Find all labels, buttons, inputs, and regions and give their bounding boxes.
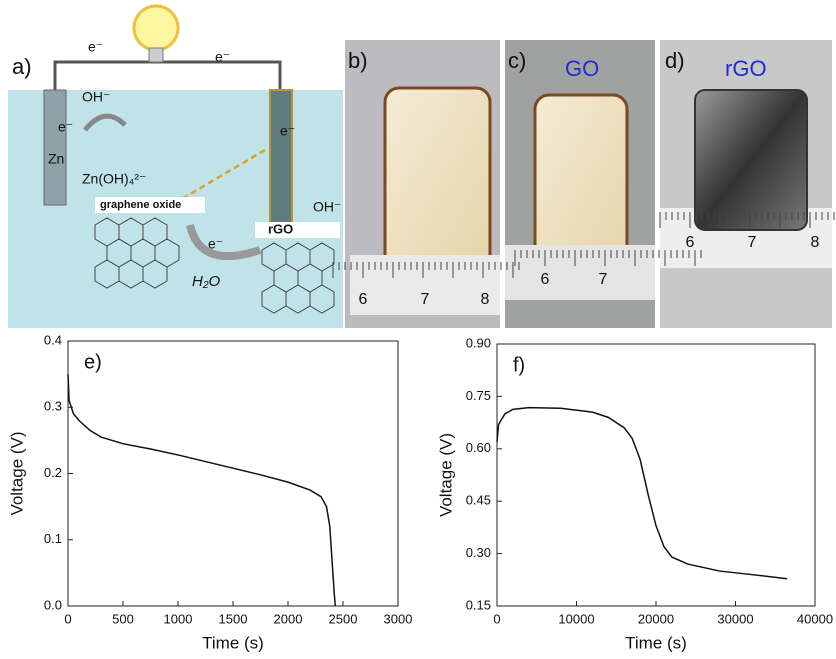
y-tick-label: 0.30: [466, 545, 491, 560]
ruler-number: 7: [599, 271, 608, 288]
data-line: [68, 374, 335, 606]
panel-label: a): [12, 54, 32, 79]
schematic-label: Zn(OH)₄²⁻: [82, 171, 146, 187]
schematic-label: Zn: [48, 151, 64, 167]
x-tick-label: 10000: [558, 611, 594, 626]
ruler-number: 7: [421, 291, 430, 308]
x-tick-label: 0: [64, 611, 71, 626]
plot-frame: [497, 344, 815, 606]
schematic-label: graphene oxide: [100, 199, 181, 211]
schematic-label: rGO: [268, 221, 293, 236]
x-tick-label: 0: [493, 611, 500, 626]
x-tick-label: 2500: [329, 611, 358, 626]
go-paper: [385, 88, 490, 268]
data-line: [497, 408, 787, 579]
x-tick-label: 20000: [638, 611, 674, 626]
x-tick-label: 2000: [274, 611, 303, 626]
schematic-label: OH⁻: [82, 89, 110, 105]
schematic-label: e⁻: [215, 49, 230, 65]
panel-label: e): [84, 351, 102, 373]
ruler-number: 8: [811, 234, 820, 251]
y-tick-label: 0.90: [466, 335, 491, 350]
panel-label: c): [508, 48, 526, 73]
ruler-number: 8: [481, 291, 490, 308]
x-tick-label: 1000: [164, 611, 193, 626]
panel-label: d): [665, 48, 685, 73]
x-tick-label: 30000: [717, 611, 753, 626]
y-tick-label: 0.45: [466, 493, 491, 508]
x-axis-label: Time (s): [625, 633, 687, 652]
schematic-label: H₂O: [192, 273, 221, 290]
y-tick-label: 0.2: [44, 465, 62, 480]
go-electrode: [270, 90, 292, 225]
schematic-label: e⁻: [88, 39, 103, 55]
zn-electrode: [44, 90, 66, 205]
x-tick-label: 1500: [219, 611, 248, 626]
y-tick-label: 0.0: [44, 597, 62, 612]
y-tick-label: 0.75: [466, 388, 491, 403]
schematic-label: OH⁻: [313, 199, 341, 215]
bulb: [134, 6, 178, 50]
panel-label: f): [513, 354, 525, 376]
y-axis-label: Voltage (V): [7, 431, 26, 515]
ruler-number: 7: [748, 234, 757, 251]
y-axis-label: Voltage (V): [436, 433, 455, 517]
x-axis-label: Time (s): [202, 633, 264, 652]
ruler-number: 6: [686, 234, 695, 251]
schematic-label: e⁻: [58, 119, 73, 135]
y-tick-label: 0.15: [466, 597, 491, 612]
x-tick-label: 500: [112, 611, 134, 626]
y-tick-label: 0.3: [44, 399, 62, 414]
bulb-base: [149, 48, 163, 62]
y-tick-label: 0.1: [44, 531, 62, 546]
schematic-label: e⁻: [208, 236, 223, 252]
x-tick-label: 40000: [797, 611, 833, 626]
photo-label: GO: [565, 56, 599, 81]
panel-label: b): [348, 48, 368, 73]
x-tick-label: 3000: [384, 611, 413, 626]
y-tick-label: 0.60: [466, 440, 491, 455]
ruler-number: 6: [359, 291, 368, 308]
ruler-number: 6: [541, 271, 550, 288]
figure: a) e⁻ e⁻ e⁻ OH⁻ Zn Zn(OH)₄²⁻ graphene oxide e⁻ O…: [0, 0, 836, 659]
go-paper: [535, 95, 627, 265]
y-tick-label: 0.4: [44, 332, 62, 347]
photo-label: rGO: [725, 56, 767, 81]
schematic-label: e⁻: [280, 123, 295, 139]
schematic: a): [8, 6, 343, 328]
rgo-paper: [695, 90, 807, 230]
plot-frame: [68, 341, 398, 606]
